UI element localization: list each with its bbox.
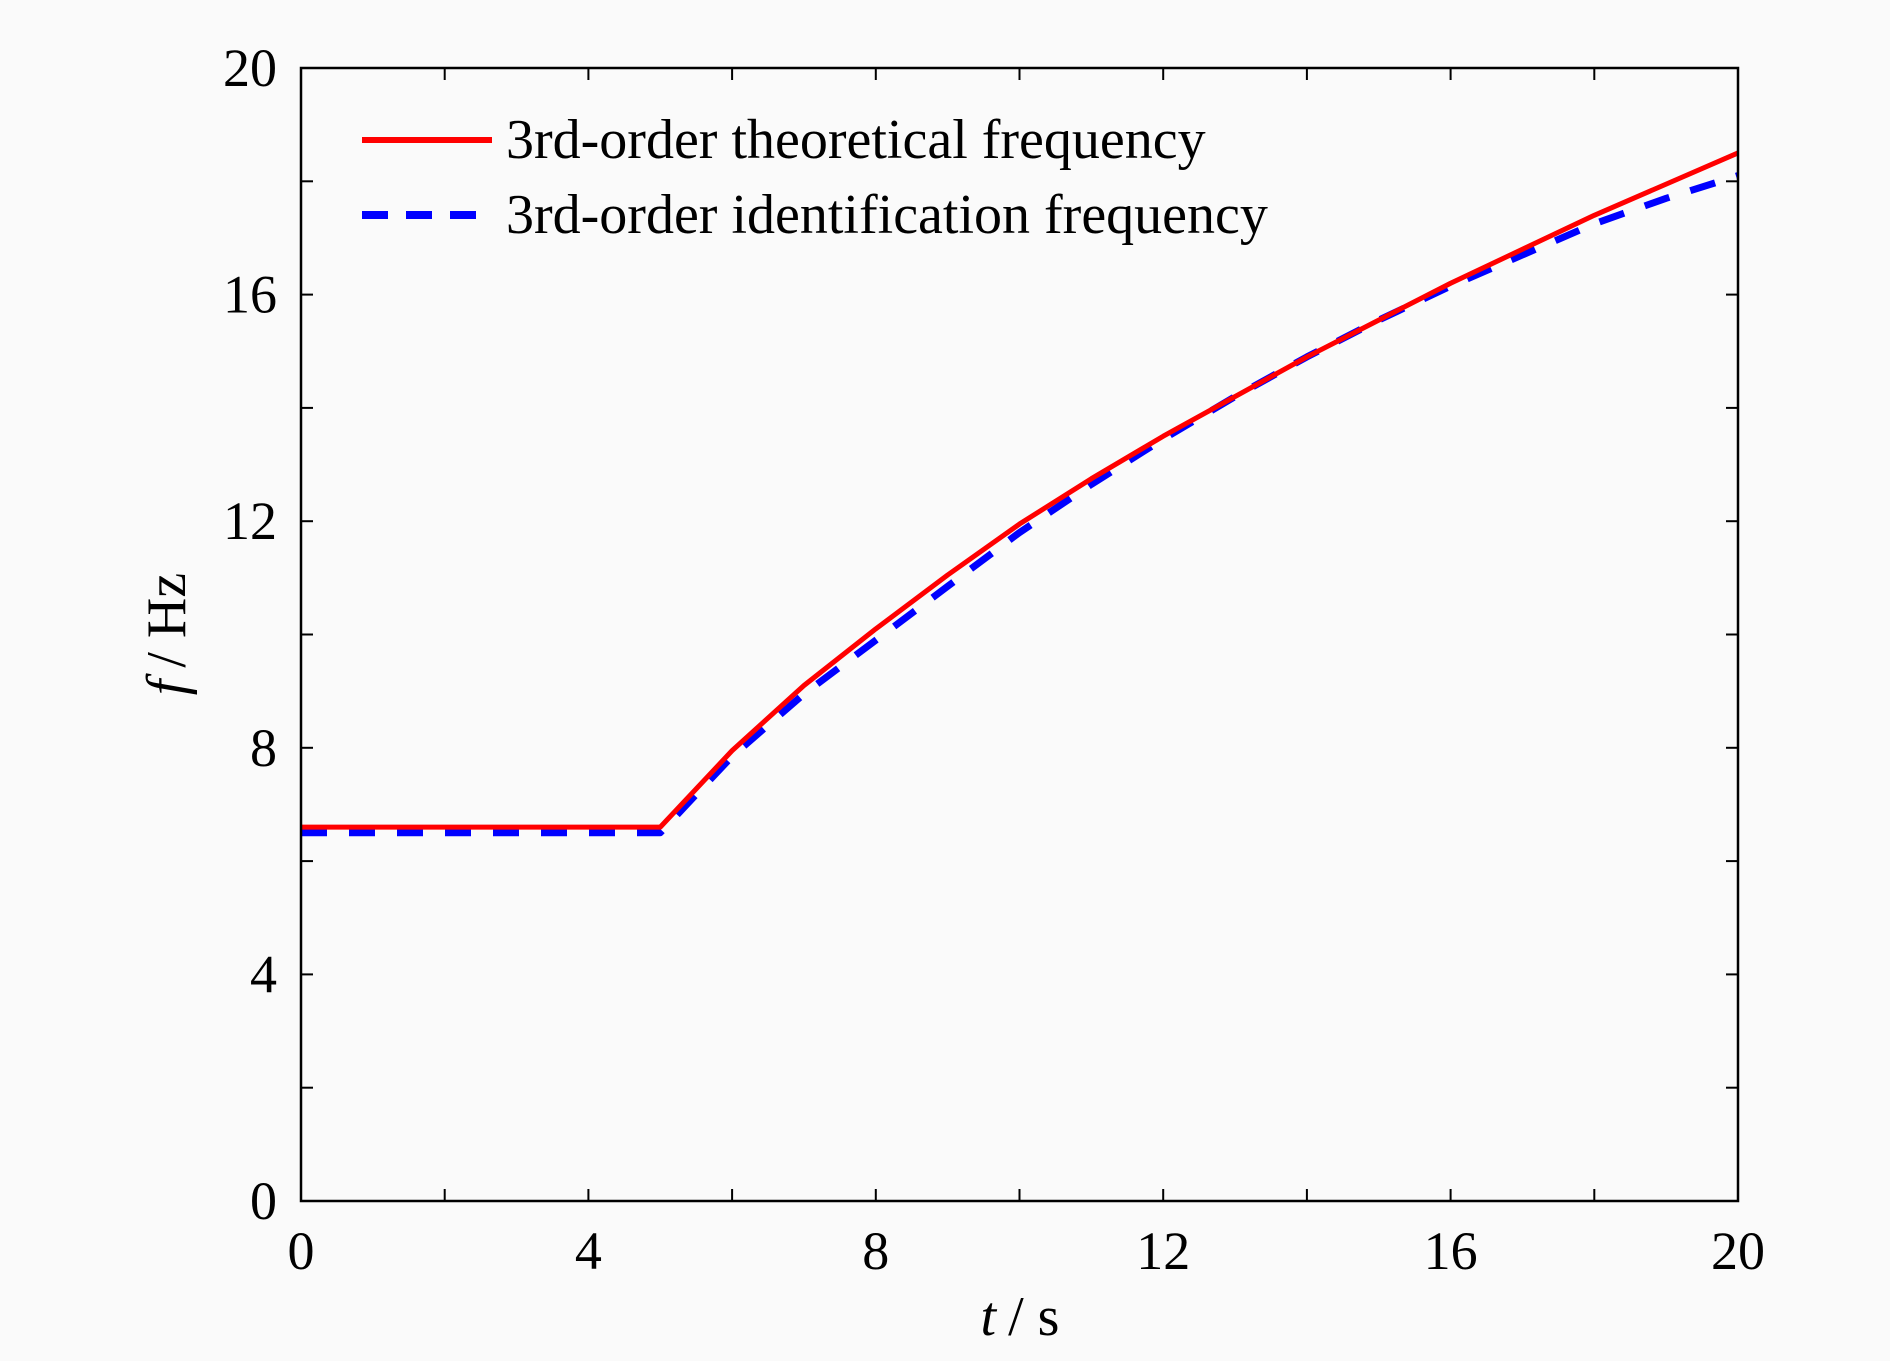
x-tick-label: 0 [288,1221,315,1281]
series-line-identification [301,172,1740,837]
y-tick-label: 20 [223,38,277,98]
y-tick-label: 12 [223,491,277,551]
series-line-theoretical [301,150,1739,830]
x-tick-label: 16 [1424,1221,1478,1281]
y-tick-label: 4 [250,944,277,1004]
x-tick-label: 20 [1711,1221,1765,1281]
y-tick-label: 8 [250,718,277,778]
y-axis-label: f/ Hz [136,573,198,695]
y-tick-label: 16 [223,265,277,325]
y-tick-label: 0 [250,1171,277,1231]
x-tick-label: 12 [1136,1221,1190,1281]
legend: 3rd-order theoretical frequency 3rd-order… [362,109,1268,246]
x-axis-label: t / s [981,1286,1060,1348]
x-tick-label: 4 [575,1221,602,1281]
plot-frame [299,66,1740,1203]
legend-label: 3rd-order identification frequency [506,184,1268,246]
x-tick-label: 8 [862,1221,889,1281]
legend-label: 3rd-order theoretical frequency [506,109,1206,171]
